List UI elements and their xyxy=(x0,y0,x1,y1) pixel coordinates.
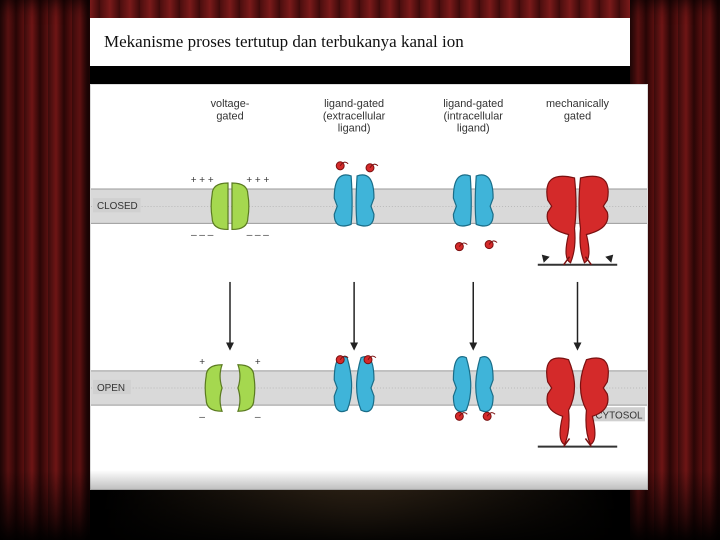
svg-text:(extracellular: (extracellular xyxy=(323,110,386,122)
svg-text:ligand-gated: ligand-gated xyxy=(324,98,384,110)
svg-text:CLOSED: CLOSED xyxy=(97,201,138,212)
svg-text:voltage-: voltage- xyxy=(211,98,250,110)
svg-text:ligand-gated: ligand-gated xyxy=(443,98,503,110)
svg-text:_: _ xyxy=(254,407,261,418)
svg-text:_ _ _: _ _ _ xyxy=(246,225,269,236)
svg-text:gated: gated xyxy=(216,110,243,122)
svg-text:ligand): ligand) xyxy=(457,122,490,134)
slide-title: Mekanisme proses tertutup dan terbukanya… xyxy=(104,32,464,52)
figure-svg: CLOSED OPEN CYTOSOL voltage-gated ligand-gat… xyxy=(91,85,647,489)
title-strip: Mekanisme proses tertutup dan terbukanya… xyxy=(90,18,630,66)
svg-text:(intracellular: (intracellular xyxy=(444,110,504,122)
svg-text:+ + +: + + + xyxy=(191,175,214,186)
svg-text:CYTOSOL: CYTOSOL xyxy=(595,410,643,421)
svg-text:+: + xyxy=(255,357,261,368)
svg-text:_ _ _: _ _ _ xyxy=(190,225,213,236)
svg-text:_: _ xyxy=(198,407,205,418)
svg-text:OPEN: OPEN xyxy=(97,383,125,394)
svg-text:mechanically: mechanically xyxy=(546,98,610,110)
svg-text:ligand): ligand) xyxy=(338,122,371,134)
curtain-left xyxy=(0,0,90,540)
ion-channel-figure: CLOSED OPEN CYTOSOL voltage-gated ligand-gat… xyxy=(90,84,648,490)
svg-text:+ + +: + + + xyxy=(246,175,269,186)
svg-text:gated: gated xyxy=(564,110,591,122)
svg-text:+: + xyxy=(199,357,205,368)
